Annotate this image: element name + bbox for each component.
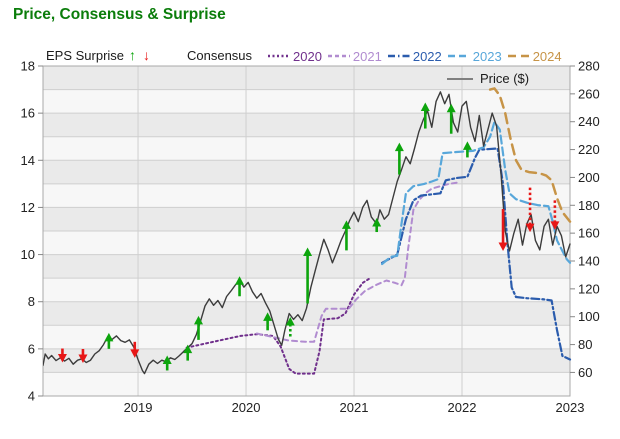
left-axis-tick-label: 18 bbox=[21, 59, 35, 74]
right-axis-price: 280 260 240 220 200 180 160 140 120 100 80 60 bbox=[570, 59, 600, 380]
surprise-down-arrow bbox=[498, 209, 508, 252]
legend-line-swatch-2020 bbox=[268, 54, 290, 58]
right-axis-tick-label: 120 bbox=[578, 281, 600, 296]
right-axis-tick-label: 240 bbox=[578, 114, 600, 129]
left-axis-tick-label: 12 bbox=[21, 200, 35, 215]
surprise-up-arrow bbox=[394, 142, 404, 175]
x-axis-tick-label: 2020 bbox=[232, 400, 261, 415]
surprise-down-arrow bbox=[57, 348, 67, 363]
left-axis-tick-label: 14 bbox=[21, 153, 35, 168]
page-title: Price, Consensus & Surprise bbox=[13, 6, 226, 23]
chart-legend: EPS Surprise ↑ ↓ Consensus 2020 2021 2022 2… bbox=[0, 46, 620, 66]
right-axis-tick-label: 260 bbox=[578, 86, 600, 101]
right-axis-tick-label: 140 bbox=[578, 254, 600, 269]
series-price-line bbox=[43, 91, 571, 375]
price-legend-label: Price ($) bbox=[480, 71, 530, 86]
surprise-up-arrow bbox=[104, 332, 114, 349]
surprise-up-arrow bbox=[183, 344, 193, 361]
right-axis-tick-label: 80 bbox=[578, 337, 592, 352]
left-axis-eps: 18 16 14 12 10 8 6 4 bbox=[21, 59, 43, 404]
series-2020-line bbox=[185, 277, 372, 375]
consensus-label: Consensus bbox=[187, 48, 253, 63]
eps-surprise-arrows bbox=[57, 102, 560, 371]
x-axis-tick-label: 2023 bbox=[556, 400, 585, 415]
legend-item-2023: 2023 bbox=[447, 48, 502, 64]
series-2021-line bbox=[255, 181, 458, 343]
surprise-down-icon: ↓ bbox=[143, 47, 150, 63]
x-axis-tick-label: 2019 bbox=[124, 400, 153, 415]
legend-item-2020: 2020 bbox=[268, 49, 322, 64]
plot-border bbox=[42, 65, 571, 397]
legend-item-2022: 2022 bbox=[387, 48, 442, 64]
legend-line-swatch-2024 bbox=[507, 54, 530, 58]
right-axis-tick-label: 180 bbox=[578, 198, 600, 213]
right-axis-tick-label: 100 bbox=[578, 309, 600, 324]
x-axis-years: 2019 2020 2021 2022 2023 bbox=[124, 400, 585, 415]
surprise-up-arrow bbox=[263, 312, 273, 331]
surprise-up-arrow bbox=[162, 355, 172, 371]
surprise-up-arrow bbox=[420, 102, 430, 129]
price-line-swatch bbox=[447, 77, 473, 80]
surprise-up-icon: ↑ bbox=[129, 47, 136, 63]
right-axis-tick-label: 280 bbox=[578, 59, 600, 74]
right-axis-tick-label: 60 bbox=[578, 365, 592, 380]
legend-line-swatch-2021 bbox=[327, 54, 350, 58]
background-bands bbox=[43, 66, 570, 396]
legend-year-items: 2020 2021 2022 2023 2024 bbox=[268, 46, 568, 66]
surprise-up-arrow bbox=[303, 247, 313, 304]
legend-line-swatch-2022 bbox=[387, 54, 410, 58]
surprise-down-arrow bbox=[550, 199, 560, 230]
legend-year-label: 2023 bbox=[472, 48, 502, 64]
left-axis-tick-label: 10 bbox=[21, 247, 35, 262]
surprise-up-arrow bbox=[462, 141, 472, 158]
right-axis-tick-label: 220 bbox=[578, 142, 600, 157]
x-axis-tick-label: 2021 bbox=[340, 400, 369, 415]
legend-item-2021: 2021 bbox=[327, 48, 382, 64]
surprise-up-arrow bbox=[341, 220, 351, 251]
legend-year-label: 2020 bbox=[293, 48, 322, 64]
right-axis-tick-label: 200 bbox=[578, 170, 600, 185]
x-axis-tick-label: 2022 bbox=[448, 400, 477, 415]
legend-year-label: 2022 bbox=[412, 48, 442, 64]
left-axis-tick-label: 6 bbox=[28, 341, 35, 356]
left-axis-tick-label: 8 bbox=[28, 294, 35, 309]
eps-surprise-label: EPS Surprise bbox=[46, 48, 125, 63]
legend-line-swatch-2023 bbox=[447, 54, 470, 58]
surprise-up-arrow bbox=[446, 103, 456, 134]
series-lines bbox=[43, 87, 572, 375]
legend-year-label: 2021 bbox=[352, 48, 382, 64]
surprise-down-arrow bbox=[525, 186, 535, 233]
surprise-down-arrow bbox=[78, 349, 88, 363]
left-axis-tick-label: 4 bbox=[28, 389, 35, 404]
surprise-up-arrow bbox=[194, 315, 204, 340]
left-axis-tick-label: 16 bbox=[21, 106, 35, 121]
surprise-down-arrow bbox=[130, 341, 140, 358]
surprise-up-arrow bbox=[285, 317, 295, 340]
right-axis-tick-label: 160 bbox=[578, 226, 600, 241]
legend-year-label: 2024 bbox=[532, 48, 562, 64]
surprise-up-arrow bbox=[235, 276, 245, 297]
series-2023-line bbox=[381, 120, 572, 266]
series-2024-line bbox=[488, 87, 572, 223]
surprise-up-arrow bbox=[372, 218, 382, 233]
legend-item-2024: 2024 bbox=[507, 48, 562, 64]
price-legend: Price ($) bbox=[447, 71, 529, 86]
